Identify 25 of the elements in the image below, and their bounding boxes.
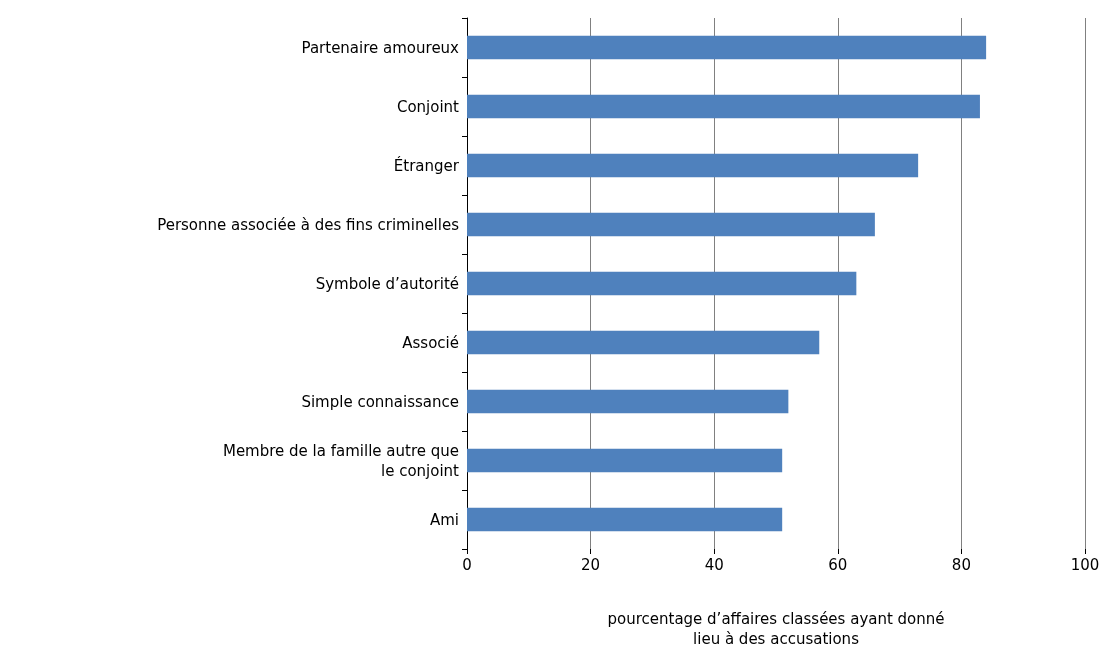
x-tick-label: 40 — [704, 555, 724, 574]
y-tick-label: Symbole d’autorité — [315, 274, 459, 293]
y-tick-label: Associé — [402, 333, 459, 352]
bar — [467, 212, 875, 237]
x-tick-label: 100 — [1070, 555, 1100, 574]
x-tick-label: 0 — [462, 555, 472, 574]
x-tick-label: 20 — [581, 555, 601, 574]
bar — [467, 271, 857, 296]
y-tick-label: Partenaire amoureux — [301, 38, 460, 57]
x-axis-title: pourcentage d’affaires classées ayant donné lieu à des accusations — [607, 610, 945, 648]
bar — [467, 448, 783, 473]
y-tick-label: Personne associée à des fins criminelles — [157, 215, 460, 234]
bar — [467, 35, 987, 60]
y-tick-label: Conjoint — [396, 97, 460, 116]
x-tick-label: 60 — [828, 555, 848, 574]
bar — [467, 94, 980, 119]
y-tick-label: Simple connaissance — [301, 392, 459, 411]
bar — [467, 389, 789, 414]
bar — [467, 330, 820, 355]
y-tick-label: Ami — [429, 510, 459, 529]
y-tick-label: Membre de la famille autre que le conjoint — [222, 441, 460, 480]
bar — [467, 507, 783, 532]
y-tick-label: Étranger — [393, 155, 460, 175]
x-tick-label: 80 — [951, 555, 971, 574]
bar — [467, 153, 919, 178]
